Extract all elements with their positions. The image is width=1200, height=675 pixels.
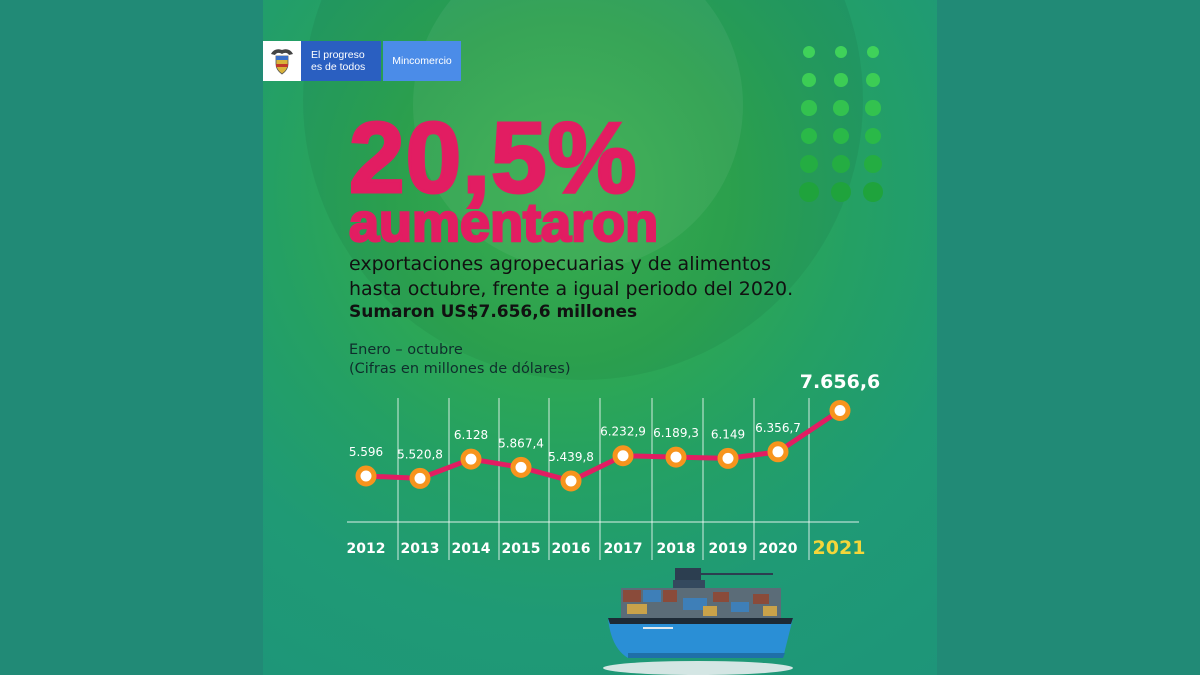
progreso-label: El progreso es de todos: [301, 41, 381, 81]
x-tick-label: 2018: [657, 541, 696, 557]
data-point: [612, 445, 634, 467]
decorative-dot: [833, 100, 849, 116]
decorative-dot: [863, 154, 883, 174]
data-label: 7.656,6: [800, 371, 881, 393]
description-line-2: hasta octubre, frente a igual periodo de…: [349, 278, 794, 300]
headline-percent: 20,5%: [348, 102, 639, 214]
decorative-dot: [831, 182, 851, 202]
headline-description: exportaciones agropecuarias y de aliment…: [349, 252, 793, 302]
data-point: [767, 441, 789, 463]
decorative-dot: [831, 154, 851, 174]
data-label: 6.189,3: [653, 426, 699, 440]
background-circle-inner: [413, 0, 743, 270]
decorative-dot: [835, 46, 847, 58]
colombia-crest-icon: [263, 41, 301, 81]
series-line: [365, 408, 842, 484]
data-point: [409, 467, 431, 489]
data-label: 6.232,9: [600, 425, 646, 439]
decorative-dot: [832, 127, 850, 145]
headline-total: Sumaron US$7.656,6 millones: [349, 302, 638, 322]
data-point: [560, 470, 582, 492]
progreso-line-1: El progreso: [311, 49, 365, 61]
x-tick-label: 2014: [452, 541, 491, 557]
headline-verb: aumentaron: [348, 193, 660, 253]
chart-units: (Cifras en millones de dólares): [349, 361, 571, 377]
ministry-label: Mincomercio: [383, 41, 461, 81]
decorative-dot: [866, 73, 880, 87]
data-label: 5.596: [349, 445, 383, 459]
data-label: 6.149: [711, 427, 745, 441]
decorative-dot: [865, 100, 881, 116]
decorative-dot: [864, 127, 882, 145]
decorative-dot: [801, 100, 817, 116]
decorative-dot: [867, 46, 879, 58]
data-point: [829, 399, 851, 421]
decorative-dot: [863, 182, 883, 202]
decorative-dot: [834, 73, 848, 87]
decorative-dot: [799, 154, 819, 174]
infographic-card: El progreso es de todos Mincomercio 20,5…: [263, 0, 937, 675]
chart-period: Enero – octubre: [349, 342, 463, 358]
government-logo: El progreso es de todos Mincomercio: [263, 41, 461, 81]
x-tick-label: 2017: [604, 541, 643, 557]
x-tick-label: 2020: [759, 541, 798, 557]
exports-line-chart: 5.596 2012 5.520,8 2013 6.128 2014 5.867,4 2015…: [347, 371, 881, 560]
decorative-dot: [799, 182, 819, 202]
cargo-ship-icon: [603, 568, 793, 675]
data-label: 6.356,7: [755, 421, 801, 435]
data-point: [460, 448, 482, 470]
x-tick-label: 2012: [347, 541, 386, 557]
data-point: [665, 446, 687, 468]
data-label: 5.439,8: [548, 450, 594, 464]
decorative-dot: [800, 127, 818, 145]
x-tick-label: 2015: [502, 541, 541, 557]
data-label: 5.867,4: [498, 436, 544, 450]
x-tick-label: 2016: [552, 541, 591, 557]
data-point: [355, 465, 377, 487]
x-tick-label: 2021: [813, 537, 866, 559]
x-tick-label: 2013: [401, 541, 440, 557]
data-point: [717, 447, 739, 469]
data-point: [510, 456, 532, 478]
progreso-line-2: es de todos: [311, 61, 366, 73]
x-tick-label: 2019: [709, 541, 748, 557]
decorative-dot: [802, 73, 816, 87]
data-label: 6.128: [454, 428, 488, 442]
data-label: 5.520,8: [397, 447, 443, 461]
chart-note: Enero – octubre (Cifras en millones de d…: [349, 341, 571, 379]
description-line-1: exportaciones agropecuarias y de aliment…: [349, 253, 771, 275]
decorative-dot: [803, 46, 815, 58]
